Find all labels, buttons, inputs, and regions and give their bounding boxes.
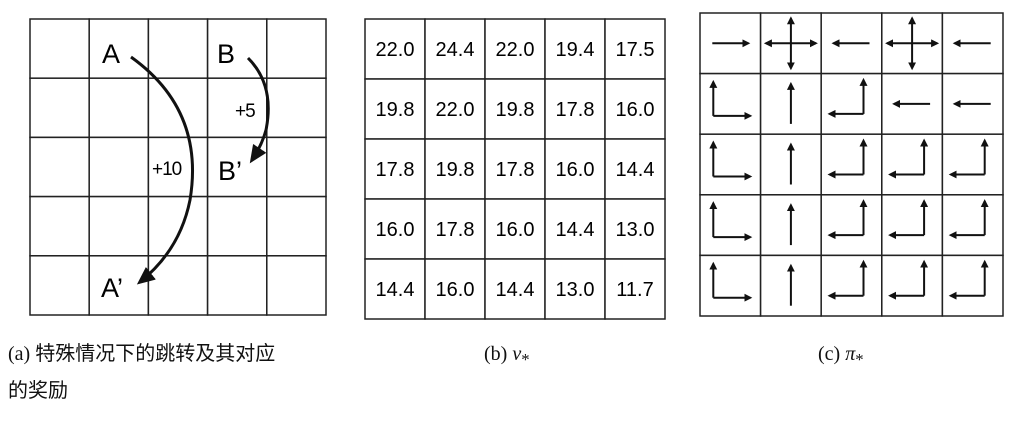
- grid-cell: [364, 78, 426, 140]
- state-value: 13.0: [556, 279, 595, 301]
- caption-c-symbol: π: [845, 343, 856, 365]
- value-grid: 22.0 24.4 22.0 19.4 17.5 19.8 22.0 19.8 17.8 16.0…: [364, 18, 666, 320]
- grid-cell: [424, 78, 486, 140]
- state-value: 17.8: [376, 159, 415, 181]
- state-value: 22.0: [496, 39, 535, 61]
- grid-cell: [699, 194, 762, 257]
- grid-cell: [544, 258, 606, 320]
- state-value: 16.0: [616, 99, 655, 121]
- state-value: 16.0: [376, 219, 415, 241]
- state-value: 11.7: [616, 279, 653, 301]
- grid-cell: [941, 133, 1004, 196]
- state-value: 16.0: [496, 219, 535, 241]
- grid-cell: [820, 254, 883, 317]
- state-b-prime-label: B’: [218, 156, 242, 186]
- reward-a-label: +10: [152, 159, 182, 180]
- state-value: 16.0: [556, 159, 595, 181]
- grid-cell: [266, 18, 327, 79]
- grid-cell: [820, 194, 883, 257]
- grid-cell: [881, 133, 944, 196]
- grid-cell: [206, 195, 268, 257]
- caption-a: (a) 特殊情况下的跳转及其对应 的奖励: [8, 336, 275, 410]
- caption-a-line1: 特殊情况下的跳转及其对应: [35, 343, 276, 365]
- caption-c-sub: *: [855, 350, 864, 369]
- state-value: 22.0: [376, 39, 415, 61]
- grid-cell: [604, 198, 666, 260]
- grid-cell: [88, 255, 150, 316]
- state-value: 14.4: [496, 279, 535, 301]
- state-value: 19.8: [376, 99, 415, 121]
- grid-cell: [424, 18, 486, 80]
- caption-b-prefix: (b): [484, 343, 508, 365]
- caption-a-line2: 的奖励: [8, 380, 68, 402]
- state-value: 13.0: [616, 219, 655, 241]
- grid-cell: [88, 77, 150, 139]
- gridworld-grid: [29, 18, 327, 316]
- grid-cell: [29, 255, 90, 316]
- state-a-prime-label: A’: [101, 273, 123, 303]
- grid-cell: [147, 18, 209, 79]
- grid-cell: [699, 254, 762, 317]
- caption-b: (b) v*: [484, 336, 530, 378]
- caption-c: (c) π*: [818, 336, 864, 378]
- grid-cell: [88, 195, 150, 257]
- state-value: 19.4: [556, 39, 595, 61]
- grid-cell: [544, 18, 606, 80]
- grid-cell: [881, 194, 944, 257]
- caption-c-prefix: (c): [818, 343, 841, 365]
- grid-cell: [820, 72, 883, 135]
- grid-cell: [604, 18, 666, 80]
- grid-cell: [266, 77, 327, 139]
- jump-arrow-b: [246, 56, 270, 164]
- grid-cell: [29, 77, 90, 139]
- grid-cell: [364, 258, 426, 320]
- grid-cell: [29, 18, 90, 79]
- grid-cell: [206, 255, 268, 316]
- reward-b-label: +5: [235, 101, 255, 122]
- grid-cell: [941, 254, 1004, 317]
- grid-cell: [820, 133, 883, 196]
- grid-cell: [88, 136, 150, 198]
- grid-cell: [29, 136, 90, 198]
- state-value: 17.8: [556, 99, 595, 121]
- special-states: A B B’ A’ +10 +5: [101, 39, 270, 303]
- state-value: 14.4: [556, 219, 595, 241]
- caption-b-sub: *: [521, 350, 530, 369]
- grid-cell: [604, 78, 666, 140]
- state-value: 17.8: [496, 159, 535, 181]
- state-value: 17.5: [616, 39, 655, 61]
- caption-b-symbol: v: [512, 343, 522, 365]
- grid-cell: [88, 18, 150, 79]
- state-a-label: A: [102, 39, 120, 69]
- grid-cell: [266, 255, 327, 316]
- grid-cell: [364, 18, 426, 80]
- policy-grid: [699, 12, 1004, 317]
- grid-cell: [147, 195, 209, 257]
- caption-a-prefix: (a): [8, 343, 31, 365]
- grid-cell: [699, 133, 762, 196]
- grid-cell: [424, 258, 486, 320]
- state-value: 14.4: [616, 159, 655, 181]
- state-value: 19.8: [436, 159, 475, 181]
- state-value: 19.8: [496, 99, 535, 121]
- grid-cell: [941, 194, 1004, 257]
- state-value: 16.0: [436, 279, 475, 301]
- state-value: 22.0: [436, 99, 475, 121]
- grid-cell: [699, 72, 762, 135]
- state-value: 24.4: [436, 39, 475, 61]
- grid-cell: [147, 77, 209, 139]
- grid-cell: [881, 254, 944, 317]
- grid-cell: [604, 258, 666, 320]
- state-value: 17.8: [436, 219, 475, 241]
- grid-cell: [484, 78, 546, 140]
- grid-cell: [544, 198, 606, 260]
- grid-cell: [29, 195, 90, 257]
- state-b-label: B: [217, 39, 235, 69]
- state-value: 14.4: [376, 279, 415, 301]
- jump-arrow-a: [130, 55, 194, 285]
- grid-cell: [266, 136, 327, 198]
- grid-cell: [266, 195, 327, 257]
